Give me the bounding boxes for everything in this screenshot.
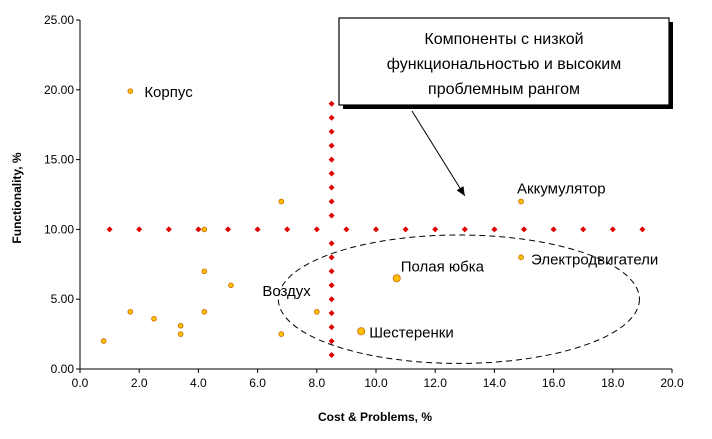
x-tick-label: 12.0	[424, 376, 448, 390]
threshold-point	[328, 338, 335, 345]
x-tick-label: 10.0	[364, 376, 388, 390]
component-point	[127, 88, 134, 94]
component-point	[357, 327, 366, 336]
threshold-point	[328, 212, 335, 219]
point-label: Полая юбка	[401, 258, 485, 275]
component-point	[100, 338, 107, 344]
component-point	[518, 198, 524, 205]
component-point	[278, 198, 285, 205]
threshold-point	[165, 226, 172, 233]
component-point	[127, 308, 134, 315]
x-tick-label: 20.0	[660, 376, 684, 390]
point-label: Корпус	[144, 84, 193, 101]
y-tick-label: 5.00	[51, 292, 75, 306]
component-point	[278, 331, 285, 337]
threshold-point	[432, 226, 439, 233]
threshold-point	[609, 226, 616, 233]
y-tick-labels: 0.00 5.00 10.00 15.00 20.00 25.00	[44, 13, 74, 376]
component-point	[177, 322, 184, 329]
point-label: Электродвигатели	[531, 251, 658, 268]
callout-text-line: Компоненты с низкой	[424, 31, 583, 48]
point-labels: Корпус Воздух Шестеренки Полая юбка Аккумуля…	[144, 84, 658, 341]
y-tick-label: 20.00	[44, 83, 74, 97]
threshold-point	[328, 254, 335, 261]
threshold-point	[328, 184, 335, 191]
threshold-point	[328, 128, 335, 135]
threshold-point	[328, 240, 335, 247]
x-tick-label: 8.0	[308, 376, 325, 390]
highlight-ellipse	[277, 234, 640, 364]
component-point	[228, 282, 234, 289]
x-tick-label: 18.0	[601, 376, 625, 390]
threshold-point	[328, 156, 335, 163]
threshold-point	[461, 226, 468, 233]
threshold-point	[491, 226, 498, 233]
threshold-point	[343, 226, 350, 233]
callout-arrow-line	[411, 110, 466, 197]
threshold-point	[402, 226, 409, 233]
callout-box	[338, 17, 670, 106]
threshold-point	[328, 352, 335, 359]
point-label: Шестеренки	[369, 324, 454, 341]
threshold-point	[328, 198, 335, 205]
point-label: Аккумулятор	[517, 180, 606, 197]
component-point	[177, 331, 184, 337]
y-tick-label: 15.00	[44, 153, 74, 167]
x-axis-title: Cost & Problems, %	[318, 410, 432, 424]
x-tick-label: 6.0	[249, 376, 266, 390]
threshold-point	[328, 142, 335, 149]
x-tick-label: 0.0	[72, 376, 89, 390]
threshold-point	[550, 226, 557, 233]
point-label: Воздух	[262, 283, 311, 300]
component-point	[201, 226, 208, 233]
component-point	[201, 268, 208, 275]
component-point	[151, 315, 157, 322]
threshold-point	[328, 324, 335, 331]
callout-arrow-head	[456, 186, 465, 196]
threshold-point	[328, 296, 335, 303]
callout-text-line: функциональностью и высоким	[387, 56, 621, 73]
threshold-point	[106, 226, 113, 233]
threshold-point	[328, 114, 335, 121]
callout-text-line: проблемным рангом	[428, 81, 580, 98]
x-tick-label: 16.0	[542, 376, 566, 390]
component-point	[313, 308, 320, 315]
component-point	[201, 308, 208, 315]
threshold-point	[136, 226, 143, 233]
axes	[76, 19, 673, 373]
component-point	[392, 274, 401, 283]
threshold-point	[639, 226, 646, 233]
threshold-point	[521, 226, 527, 233]
x-tick-labels: 0.0 2.0 4.0 6.0 8.0 10.0 12.0 14.0 16.0 18.0 20.0	[72, 376, 684, 390]
threshold-point	[373, 226, 379, 233]
threshold-point	[328, 310, 335, 317]
threshold-point	[328, 282, 335, 289]
highlight-ellipse-layer	[277, 234, 640, 364]
y-tick-label: 25.00	[44, 13, 74, 27]
threshold-point	[580, 226, 587, 233]
component-point	[518, 254, 524, 261]
y-axis-title: Functionality, %	[10, 152, 24, 243]
threshold-point	[328, 170, 335, 177]
x-tick-label: 2.0	[131, 376, 148, 390]
threshold-point	[195, 226, 202, 233]
threshold-point	[313, 226, 320, 233]
y-tick-label: 10.00	[44, 222, 74, 236]
callout: Компоненты с низкой функциональностью и в…	[338, 17, 673, 197]
threshold-point	[225, 226, 231, 233]
threshold-point	[328, 268, 335, 275]
threshold-point	[254, 226, 261, 233]
threshold-point	[328, 100, 335, 107]
data-points	[100, 88, 646, 359]
x-tick-label: 14.0	[483, 376, 507, 390]
y-tick-label: 0.00	[51, 362, 75, 376]
threshold-point	[284, 226, 291, 233]
x-tick-label: 4.0	[190, 376, 207, 390]
